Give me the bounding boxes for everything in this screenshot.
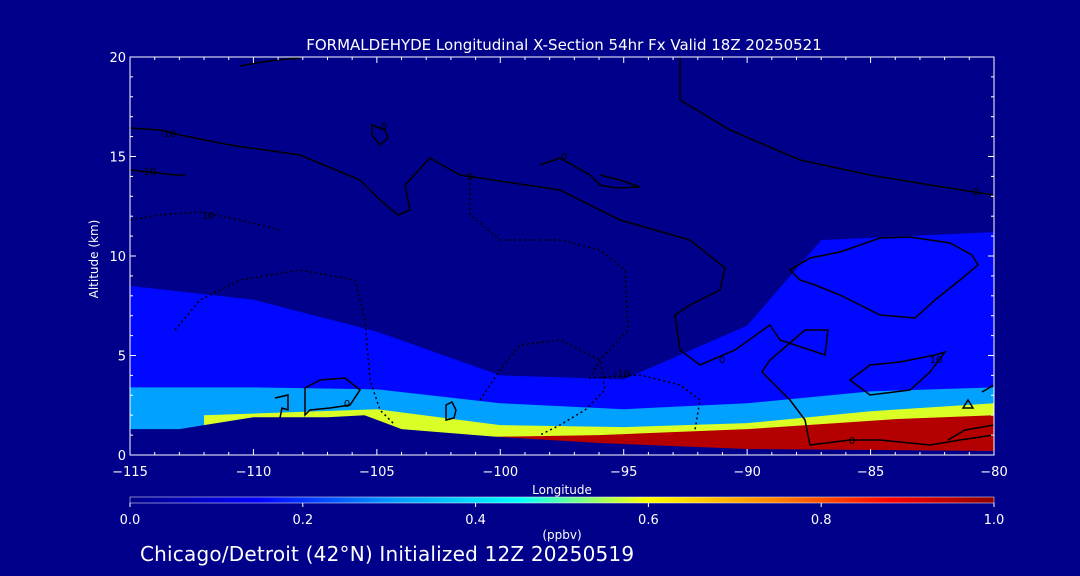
contour-line	[130, 211, 281, 231]
contour-label: 10	[202, 211, 215, 222]
y-axis-label: Altitude (km)	[87, 220, 101, 299]
colorbar-tick-label: 0.8	[811, 513, 832, 528]
contour-label: 0	[849, 436, 855, 447]
contour-label: 0	[719, 355, 725, 366]
x-tick-label: −90	[733, 465, 760, 480]
y-tick-label: 0	[118, 449, 126, 464]
x-tick-label: −85	[857, 465, 884, 480]
x-tick-label: −105	[359, 465, 395, 480]
contour-line	[130, 127, 994, 446]
terrain	[130, 415, 994, 455]
contour-label: 0	[381, 122, 387, 133]
contour-label: 0	[561, 152, 567, 163]
contour-lines	[130, 57, 994, 446]
contour-line	[539, 157, 641, 189]
contour-line	[947, 424, 994, 441]
colorbar-tick-label: 0.4	[465, 513, 486, 528]
chart-title: FORMALDEHYDE Longitudinal X-Section 54hr…	[306, 36, 822, 54]
x-tick-label: −80	[980, 465, 1007, 480]
contour-line	[479, 339, 606, 436]
contour-line	[239, 57, 301, 67]
contour-line	[679, 57, 994, 196]
colorbar-unit-label: (ppbv)	[542, 528, 581, 542]
contour-line	[788, 236, 979, 319]
colorbar-tick-label: 0.2	[292, 513, 313, 528]
contour-line	[469, 178, 701, 431]
contour-line	[848, 350, 947, 396]
contour-line	[961, 398, 975, 409]
footer-caption: Chicago/Detroit (42°N) Initialized 12Z 2…	[140, 542, 635, 566]
y-tick-label: 5	[118, 350, 126, 365]
colorbar-tick-label: 0.6	[638, 513, 659, 528]
contour-line	[274, 394, 289, 419]
contour-line	[130, 169, 185, 176]
y-tick-label: 15	[109, 151, 126, 166]
contour-label: -10	[140, 167, 156, 178]
colorbar-tick-label: 1.0	[984, 513, 1005, 528]
x-tick-label: −100	[482, 465, 518, 480]
x-tick-label: −115	[112, 465, 148, 480]
y-tick-label: 10	[109, 250, 126, 265]
y-tick-label: 20	[109, 51, 126, 66]
x-axis-label: Longitude	[532, 483, 592, 497]
contour-line	[981, 384, 994, 393]
axes: −115 −110 −105 −100 −95 −90 −85 −80 0 5 10 15 20	[109, 51, 1007, 480]
x-tick-label: −95	[610, 465, 637, 480]
contour-label: -10	[614, 369, 630, 380]
contour-line	[371, 123, 389, 147]
contour-line	[174, 269, 396, 426]
contour-label: 0	[973, 187, 979, 198]
contour-label: 0	[467, 172, 473, 183]
contour-label: -10	[160, 129, 176, 140]
contour-label: 0	[344, 399, 350, 410]
contour-label: 0	[291, 52, 297, 63]
contour-line	[304, 377, 362, 417]
colorbar-ticks: 0.0 0.2 0.4 0.6 0.8 1.0	[120, 503, 1005, 528]
contour-line	[445, 400, 457, 421]
contour-labels: 0 -10 10 -10 0 0 -10 0 0 0 10 0 0	[140, 52, 979, 447]
colorbar	[129, 496, 995, 504]
x-tick-label: −110	[236, 465, 272, 480]
contour-label: 10	[930, 355, 943, 366]
colorbar-tick-label: 0.0	[120, 513, 141, 528]
